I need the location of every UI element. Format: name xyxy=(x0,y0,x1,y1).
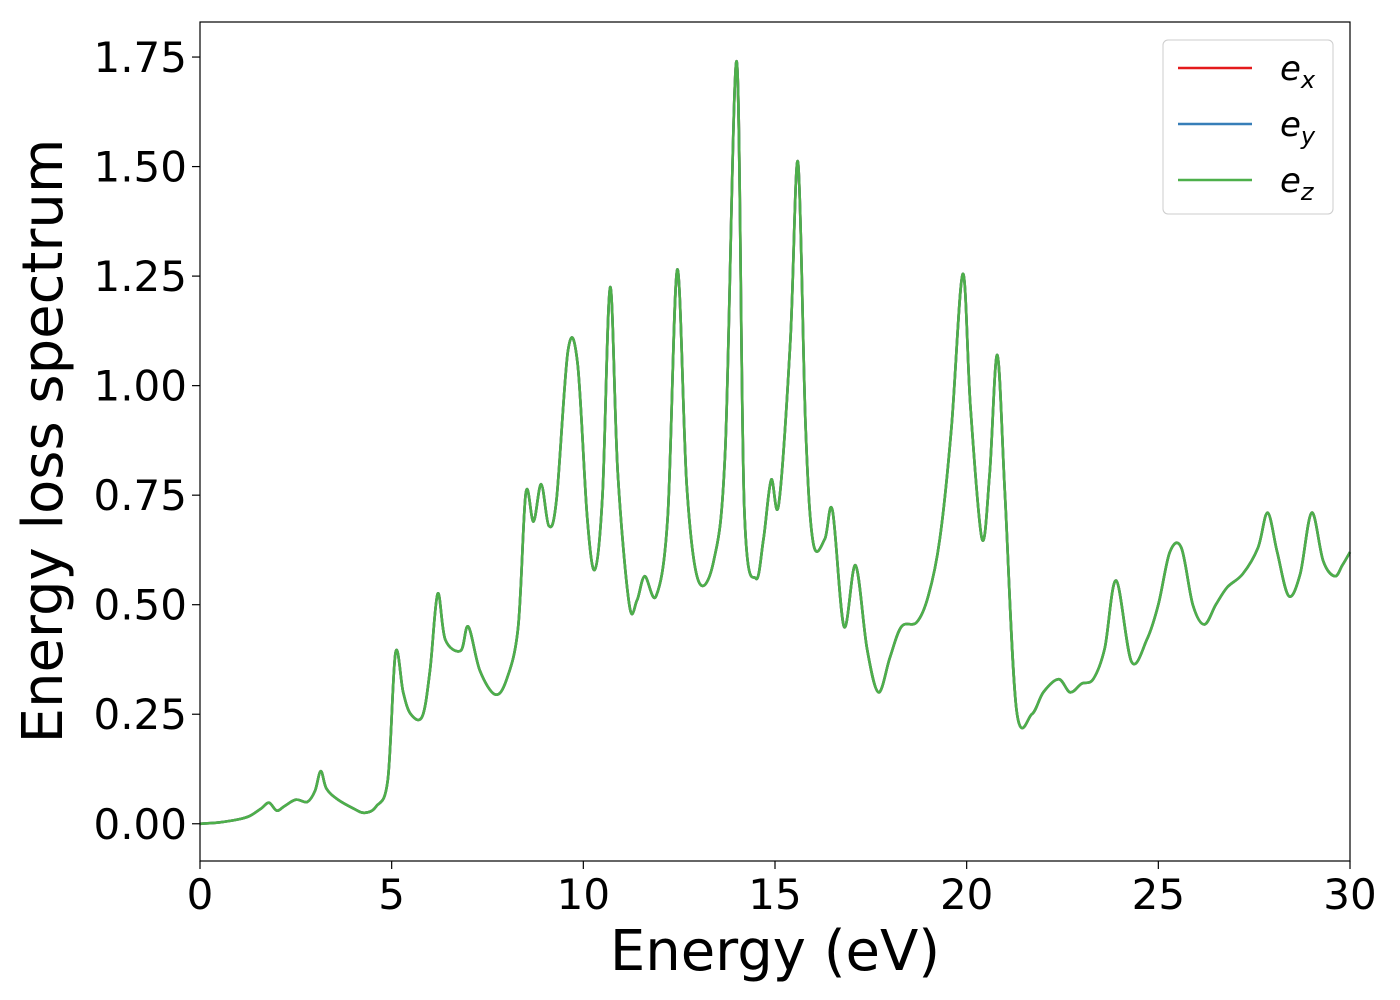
y-tick-label: 1.00 xyxy=(93,362,187,411)
x-tick-label: 25 xyxy=(1132,870,1185,919)
legend-label: ex xyxy=(1280,49,1316,94)
y-tick-label: 1.25 xyxy=(93,252,187,301)
x-tick-label: 10 xyxy=(557,870,610,919)
legend-box xyxy=(1162,39,1334,215)
legend-label-base: e xyxy=(1280,49,1301,89)
series-line-ez xyxy=(199,60,1352,826)
x-tick-label: 15 xyxy=(748,870,801,919)
x-tick-label: 30 xyxy=(1323,870,1376,919)
y-tick-label: 0.25 xyxy=(93,690,187,739)
legend-label-subscript: z xyxy=(1300,178,1315,206)
y-tick-label: 0.50 xyxy=(93,581,187,630)
x-axis-ticks: 0 5 10 15 20 25 30 xyxy=(187,861,1377,919)
y-axis-ticks: 0.00 0.25 0.50 0.75 1.00 1.25 1.50 1.75 xyxy=(93,33,200,849)
y-tick-label: 1.75 xyxy=(93,33,187,82)
plot-lines xyxy=(199,60,1352,826)
y-axis-title: Energy loss spectrum xyxy=(11,139,76,744)
legend-label-base: e xyxy=(1280,161,1301,201)
legend-label-subscript: y xyxy=(1300,122,1316,150)
x-tick-label: 20 xyxy=(940,870,993,919)
y-tick-label: 0.00 xyxy=(93,800,187,849)
x-axis-title: Energy (eV) xyxy=(610,919,940,984)
legend-label: ey xyxy=(1280,105,1316,150)
y-tick-label: 0.75 xyxy=(93,471,187,520)
legend-label: ez xyxy=(1280,161,1315,206)
plot-frame xyxy=(199,21,1351,862)
y-tick-label: 1.50 xyxy=(93,143,187,192)
legend-label-base: e xyxy=(1280,105,1301,145)
x-tick-label: 0 xyxy=(187,870,214,919)
legend-label-subscript: x xyxy=(1300,66,1316,94)
x-tick-label: 5 xyxy=(378,870,405,919)
